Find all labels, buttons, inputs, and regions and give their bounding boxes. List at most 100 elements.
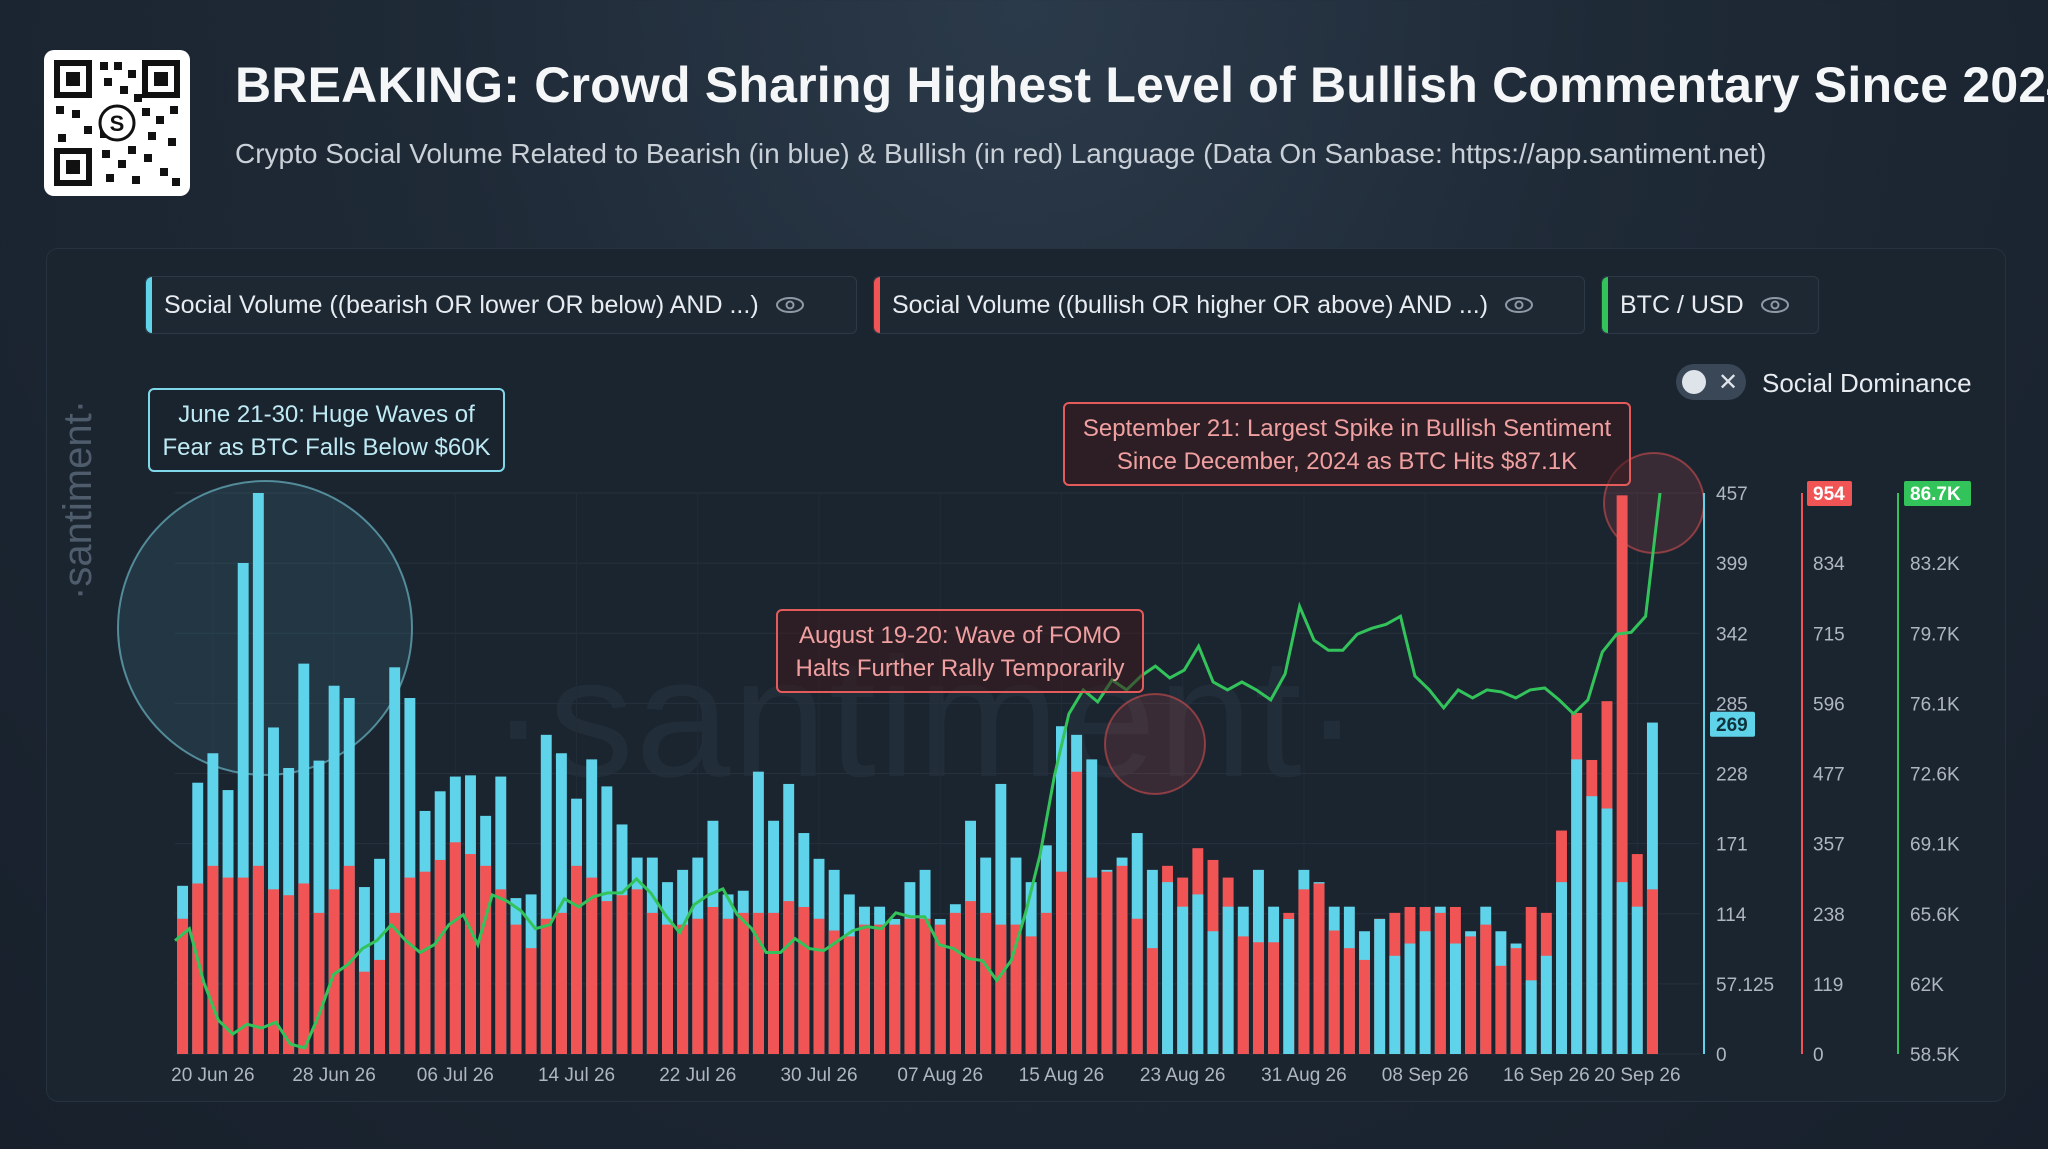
bar-bullish xyxy=(646,912,658,1054)
annotation-september-line-1: September 21: Largest Spike in Bullish S… xyxy=(1082,415,1612,442)
eye-icon[interactable] xyxy=(1760,295,1790,315)
bar-bullish xyxy=(1510,948,1522,1054)
eye-icon[interactable] xyxy=(1504,295,1534,315)
axis-bullish-current-badge xyxy=(1807,481,1852,506)
bar-bullish xyxy=(1116,865,1128,1054)
page-subtitle: Crypto Social Volume Related to Bearish … xyxy=(235,138,1767,169)
axis-bearish-tick-label: 399 xyxy=(1716,554,1748,575)
bar-bullish xyxy=(859,924,870,1054)
x-tick-label: 15 Aug 26 xyxy=(1019,1065,1105,1086)
social-dominance-toggle[interactable]: ✕ xyxy=(1676,364,1746,400)
bar-bullish xyxy=(419,871,431,1054)
annotation-june: June 21-30: Huge Waves of Fear as BTC Fa… xyxy=(148,388,505,472)
axis-bullish-tick-label: 834 xyxy=(1813,554,1845,575)
bar-bullish xyxy=(1495,965,1507,1054)
bar-bearish xyxy=(1192,894,1204,1054)
axis-btc-tick-label: 79.7K xyxy=(1910,624,1960,645)
bar-bullish xyxy=(1071,771,1083,1054)
bar-bearish xyxy=(1586,796,1598,1054)
qr-logo-letter: S xyxy=(110,111,125,136)
bar-bearish xyxy=(1389,955,1401,1054)
x-tick-label: 28 Jun 26 xyxy=(292,1065,375,1086)
bar-bearish xyxy=(1222,906,1234,1054)
legend-label-bearish: Social Volume ((bearish OR lower OR belo… xyxy=(164,290,759,319)
annotation-june-line-2: Fear as BTC Falls Below $60K xyxy=(162,434,491,461)
bar-bullish xyxy=(1480,924,1492,1054)
bar-bullish xyxy=(1131,918,1143,1054)
axis-bullish-tick-label: 238 xyxy=(1813,905,1845,926)
axis-bullish-tick-label: 357 xyxy=(1813,835,1845,856)
legend-label-bullish: Social Volume ((bullish OR higher OR abo… xyxy=(892,290,1489,319)
legend-item-btc[interactable]: BTC / USD xyxy=(1601,276,1819,334)
axis-btc-current-badge xyxy=(1904,481,1971,506)
bar-bullish xyxy=(1465,936,1477,1054)
bar-bullish xyxy=(1040,912,1052,1054)
highlight-circle-august xyxy=(1104,693,1206,795)
axis-bearish-tick-label: 114 xyxy=(1716,905,1747,926)
legend-item-bearish[interactable]: Social Volume ((bearish OR lower OR belo… xyxy=(145,276,857,334)
bar-bullish xyxy=(1146,948,1158,1054)
close-icon: ✕ xyxy=(1718,369,1739,396)
axis-bearish-tick-label: 0 xyxy=(1716,1045,1727,1066)
x-tick-label: 31 Aug 26 xyxy=(1261,1065,1347,1086)
x-tick-label: 07 Aug 26 xyxy=(897,1065,983,1086)
bar-bullish xyxy=(1086,877,1098,1054)
legend-color-bullish xyxy=(874,277,880,333)
bar-bullish xyxy=(298,883,310,1054)
bar-bearish xyxy=(1374,918,1386,1054)
x-tick-label: 20 Sep 26 xyxy=(1594,1065,1681,1086)
axis-bearish-tick-label: 228 xyxy=(1716,765,1748,786)
bar-bearish xyxy=(1601,808,1613,1054)
bar-bearish xyxy=(995,783,1007,1054)
bar-bearish xyxy=(1207,931,1219,1054)
bar-bullish xyxy=(919,918,931,1054)
x-tick-label: 20 Jun 26 xyxy=(171,1065,254,1086)
bar-bearish xyxy=(1162,882,1173,1054)
bar-bullish xyxy=(449,842,461,1054)
bar-bullish xyxy=(1328,930,1340,1054)
qr-code: S xyxy=(44,50,190,196)
bar-bullish xyxy=(1646,889,1658,1054)
bar-bullish xyxy=(389,912,401,1054)
legend-color-btc xyxy=(1602,277,1608,333)
legend-item-bullish[interactable]: Social Volume ((bullish OR higher OR abo… xyxy=(873,276,1585,334)
axis-btc-tick-label: 69.1K xyxy=(1910,835,1960,856)
axis-bearish-tick-label: 57.125 xyxy=(1716,975,1774,996)
bar-bullish xyxy=(555,912,567,1054)
bar-bearish xyxy=(313,760,325,1054)
bar-bullish xyxy=(601,901,613,1054)
axis-bearish-tick-label: 342 xyxy=(1716,624,1748,645)
bar-bullish xyxy=(510,924,522,1054)
x-tick-label: 08 Sep 26 xyxy=(1382,1065,1469,1086)
axis-bullish-tick-label: 596 xyxy=(1813,694,1845,715)
bar-bullish xyxy=(1010,924,1022,1054)
bar-bearish xyxy=(1449,943,1461,1054)
eye-icon[interactable] xyxy=(775,295,805,315)
axis-bearish-tick-label: 457 xyxy=(1716,484,1748,505)
bar-bullish xyxy=(252,865,264,1054)
bar-bullish xyxy=(707,906,719,1054)
bar-bullish xyxy=(1298,889,1310,1054)
btc-price-line xyxy=(174,492,1662,1050)
bar-bullish xyxy=(692,918,704,1054)
bar-bullish xyxy=(1268,942,1280,1054)
bar-bearish xyxy=(1283,918,1295,1054)
bar-bullish xyxy=(813,918,825,1054)
bar-bullish xyxy=(889,924,901,1054)
axis-bearish-current-value: 269 xyxy=(1716,715,1748,736)
bar-bearish xyxy=(1571,759,1583,1054)
bar-bullish xyxy=(737,912,749,1054)
axis-btc-tick-label: 58.5K xyxy=(1910,1045,1960,1066)
bar-bullish xyxy=(268,889,279,1054)
bar-bullish xyxy=(616,895,628,1054)
bar-bullish xyxy=(283,895,295,1054)
axis-bullish-tick-label: 0 xyxy=(1813,1045,1824,1066)
bar-bullish xyxy=(1313,883,1325,1054)
x-tick-label: 30 Jul 26 xyxy=(780,1065,857,1086)
axis-btc-tick-label: 72.6K xyxy=(1910,765,1960,786)
social-dominance-label: Social Dominance xyxy=(1762,368,1972,398)
bar-bullish xyxy=(358,971,370,1054)
axis-btc-tick-label: 76.1K xyxy=(1910,694,1960,715)
bar-bullish xyxy=(237,877,249,1054)
bar-bullish xyxy=(1101,871,1113,1054)
